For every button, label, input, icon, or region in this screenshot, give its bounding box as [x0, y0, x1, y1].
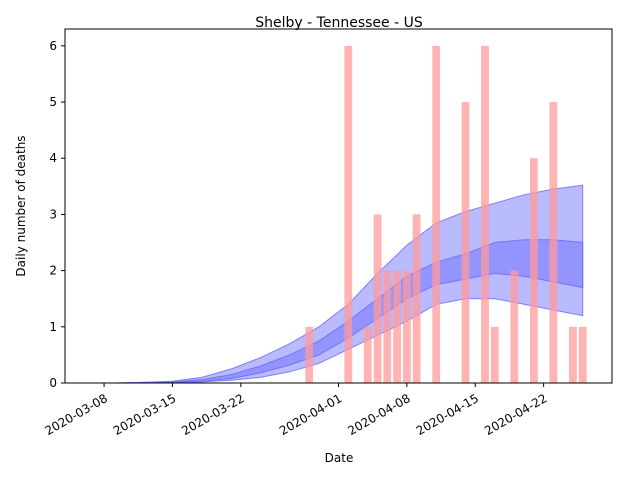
x-axis-label: Date: [325, 451, 354, 465]
y-tick-label: 2: [49, 264, 57, 278]
x-tick-label: 2020-03-08: [43, 391, 110, 438]
bars-layer: [305, 45, 587, 384]
y-tick-label: 4: [49, 151, 57, 165]
bar: [490, 326, 499, 383]
x-tick-label: 2020-03-22: [179, 391, 246, 438]
bar: [363, 326, 372, 383]
x-tick-label: 2020-04-08: [345, 391, 412, 438]
bar: [305, 326, 314, 383]
bar: [461, 102, 470, 383]
bar: [373, 214, 382, 383]
bar: [549, 102, 558, 383]
y-axis-label: Daily number of deaths: [14, 135, 28, 276]
y-tick-label: 0: [49, 376, 57, 390]
bar: [530, 158, 538, 383]
chart-title: Shelby - Tennessee - US: [255, 15, 423, 31]
y-tick-label: 3: [49, 207, 57, 221]
bar: [569, 326, 577, 383]
bar: [432, 45, 441, 384]
bar: [412, 214, 421, 383]
x-tick-label: 2020-03-15: [111, 391, 178, 438]
y-tick-label: 1: [49, 320, 57, 334]
x-tick-label: 2020-04-22: [482, 391, 549, 438]
bar: [510, 270, 519, 383]
bar: [344, 45, 353, 384]
y-tick-label: 6: [49, 39, 57, 53]
x-axis: 2020-03-08 2020-03-15 2020-03-22 2020-04-01…: [43, 383, 550, 438]
bar: [578, 326, 587, 383]
y-tick-label: 5: [49, 95, 57, 109]
bar: [383, 270, 392, 383]
bar: [481, 45, 489, 384]
bar: [393, 270, 401, 383]
x-tick-label: 2020-04-01: [277, 391, 344, 438]
x-tick-label: 2020-04-15: [414, 391, 481, 438]
bar: [403, 270, 411, 383]
y-axis: 0 1 2 3 4 5 6: [49, 39, 65, 390]
